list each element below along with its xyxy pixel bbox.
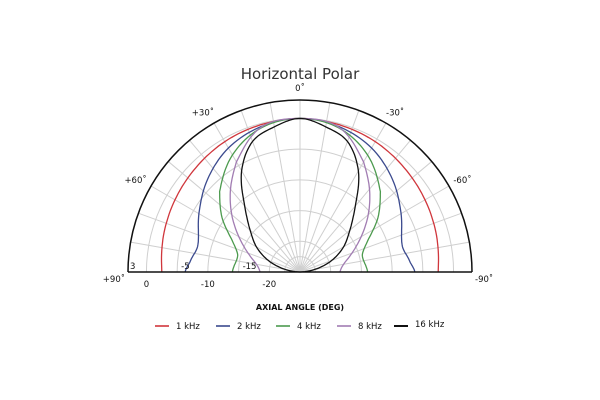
grid [130,100,470,273]
legend-item: 4 kHz [276,322,321,332]
legend-item: 2 kHz [216,322,261,332]
grid-spoke [299,161,433,273]
radial-tick-label: -15 [243,262,257,272]
chart-title: Horizontal Polar [241,65,360,83]
frame [127,99,473,273]
grid-spoke [299,102,331,273]
angle-tick-label: -60˚ [453,175,471,186]
legend-label: 4 kHz [297,322,321,332]
legend-label: 16 kHz [415,320,445,330]
series-16-khz [240,117,360,273]
legend-label: 2 kHz [237,322,261,332]
x-axis-label: AXIAL ANGLE (DEG) [256,303,344,312]
series-curves [160,117,440,273]
angle-tick-label: +30˚ [192,108,214,119]
grid-spoke [150,185,301,273]
radial-tick-label: 0 [144,280,149,290]
legend: 1 kHz 2 kHz 4 kHz 8 kHz 16 kHz [155,320,445,332]
tick-labels: 0˚ +30˚ -30˚ +60˚ -60˚ +90˚ -90˚ 30 -5 -10 -15 -20 [103,83,493,290]
grid-spoke [167,161,301,273]
legend-label: 1 kHz [176,322,200,332]
angle-tick-label: +90˚ [103,274,125,285]
legend-item: 16 kHz [394,320,445,330]
angle-tick-label: 0˚ [295,83,305,94]
angle-tick-label: -90˚ [475,274,493,285]
outer-arc [127,99,473,273]
grid-spoke [130,241,301,273]
legend-item: 8 kHz [337,322,382,332]
legend-item: 1 kHz [155,322,200,332]
radial-tick-label: -10 [201,280,215,290]
grid-spoke [269,102,301,273]
legend-label: 8 kHz [358,322,382,332]
grid-spoke [299,212,462,273]
grid-spoke [299,241,470,273]
radial-tick-label: 3 [130,262,135,272]
radial-tick-label: -20 [262,280,276,290]
angle-tick-label: -30˚ [386,108,404,119]
grid-spoke [299,185,450,273]
angle-tick-label: +60˚ [124,175,146,186]
grid-spoke [138,212,301,273]
radial-tick-label: -5 [181,262,189,272]
